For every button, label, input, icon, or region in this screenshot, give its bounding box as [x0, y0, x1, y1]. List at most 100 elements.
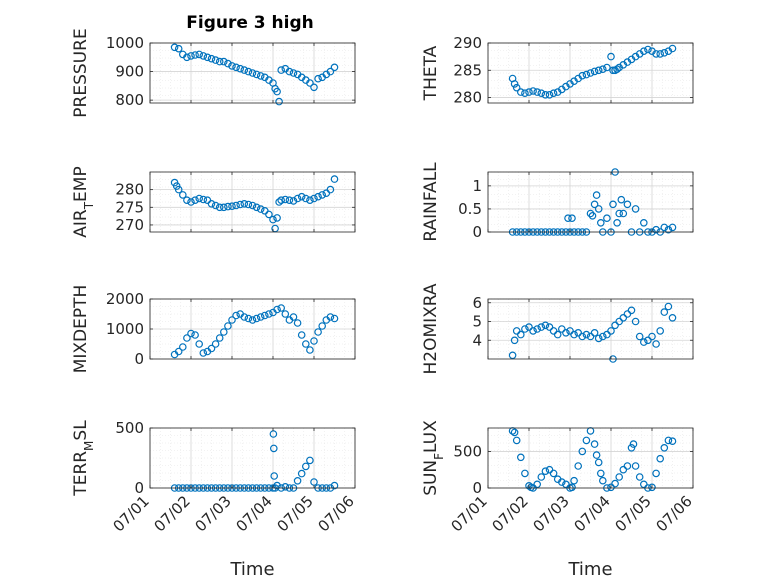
x-axis-label: Time	[229, 559, 274, 580]
data-point	[273, 214, 281, 222]
y-axis-label: RAINFALL	[421, 162, 441, 242]
data-point	[533, 88, 542, 96]
data-point	[541, 467, 550, 476]
y-tick-label: 270	[115, 216, 144, 234]
data-point	[521, 325, 529, 333]
y-tick-label: 290	[453, 34, 482, 52]
y-axis-label: THETA	[421, 45, 441, 101]
figure-title: Figure 3 high	[186, 13, 314, 33]
x-tick-label: 07/02	[151, 492, 194, 535]
data-point	[627, 306, 636, 315]
axes-box	[487, 171, 694, 233]
data-point	[215, 334, 224, 342]
data-point	[598, 65, 607, 74]
data-point	[510, 80, 519, 88]
data-point	[244, 314, 253, 323]
data-point	[568, 214, 576, 223]
data-point	[596, 469, 605, 478]
data-point	[256, 205, 265, 213]
x-axis-label: Time	[567, 559, 612, 580]
data-point	[613, 65, 621, 74]
y-axis-label: TERRMSL	[71, 420, 96, 497]
y-tick-label: 280	[115, 181, 144, 199]
y-axis-label: AIRTEMP	[71, 166, 96, 237]
data-point	[314, 74, 322, 83]
y-axis-label: H2OMIXRA	[421, 283, 441, 374]
data-point	[275, 97, 283, 106]
data-point	[545, 323, 554, 331]
data-point	[191, 196, 199, 205]
data-point	[248, 201, 257, 210]
data-point	[297, 192, 306, 201]
data-point	[326, 313, 335, 321]
data-point	[594, 66, 603, 75]
data-point	[179, 191, 187, 199]
data-point	[562, 328, 570, 337]
data-point	[588, 212, 597, 220]
y-tick-label: 800	[115, 91, 144, 109]
data-point	[648, 332, 656, 341]
data-point	[549, 89, 558, 98]
data-point	[281, 195, 290, 204]
data-point	[568, 483, 576, 492]
data-point	[281, 482, 290, 491]
data-point	[537, 89, 546, 98]
data-point	[277, 304, 286, 312]
data-point	[228, 202, 236, 211]
data-point	[252, 70, 261, 79]
data-point	[326, 185, 335, 194]
y-axis-label: PRESSURE	[71, 28, 91, 117]
data-point	[525, 481, 533, 490]
data-point	[516, 453, 525, 462]
data-point	[582, 330, 591, 339]
data-point	[668, 223, 677, 232]
data-point	[586, 209, 595, 218]
y-tick-label: 0	[472, 479, 482, 497]
data-point	[330, 481, 339, 490]
data-point	[627, 443, 636, 452]
data-point	[644, 336, 652, 345]
data-point	[269, 444, 278, 453]
data-point	[594, 334, 603, 343]
data-point	[179, 343, 187, 351]
data-point	[183, 196, 191, 205]
data-point	[652, 469, 660, 478]
data-point	[582, 436, 591, 445]
data-point	[631, 317, 640, 326]
data-point	[199, 52, 208, 60]
subplot-7: 0 500 TERRMSL 07/0107/0207/0307/0407/0507/0…	[71, 419, 358, 580]
data-point	[273, 481, 281, 490]
data-point	[174, 347, 183, 356]
data-point	[195, 340, 204, 348]
data-point	[656, 327, 665, 335]
data-point	[220, 203, 228, 212]
data-point	[252, 203, 261, 212]
data-point	[619, 465, 628, 474]
data-point	[664, 302, 673, 311]
data-point	[256, 72, 265, 80]
data-point	[617, 195, 626, 204]
data-point	[187, 52, 195, 60]
y-tick-label: 0.5	[458, 200, 482, 218]
data-point	[537, 473, 546, 481]
data-point	[310, 83, 318, 92]
y-tick-label: 6	[472, 294, 482, 312]
data-point	[578, 332, 587, 341]
data-point	[598, 332, 607, 341]
data-point	[521, 469, 529, 478]
data-point	[277, 66, 286, 74]
subplot-2: 280 285 290 THETA	[421, 34, 694, 107]
x-tick-label: 07/01	[110, 492, 153, 535]
data-point	[652, 340, 660, 348]
data-point	[232, 63, 240, 72]
subplot-6: 456 H2OMIXRA	[421, 283, 694, 375]
data-point	[211, 56, 220, 64]
data-point	[639, 338, 648, 346]
data-point	[260, 311, 269, 320]
data-point	[215, 57, 224, 66]
y-tick-label: 0	[134, 479, 144, 497]
data-point	[174, 44, 183, 53]
data-point	[220, 328, 228, 336]
data-point	[603, 63, 611, 72]
